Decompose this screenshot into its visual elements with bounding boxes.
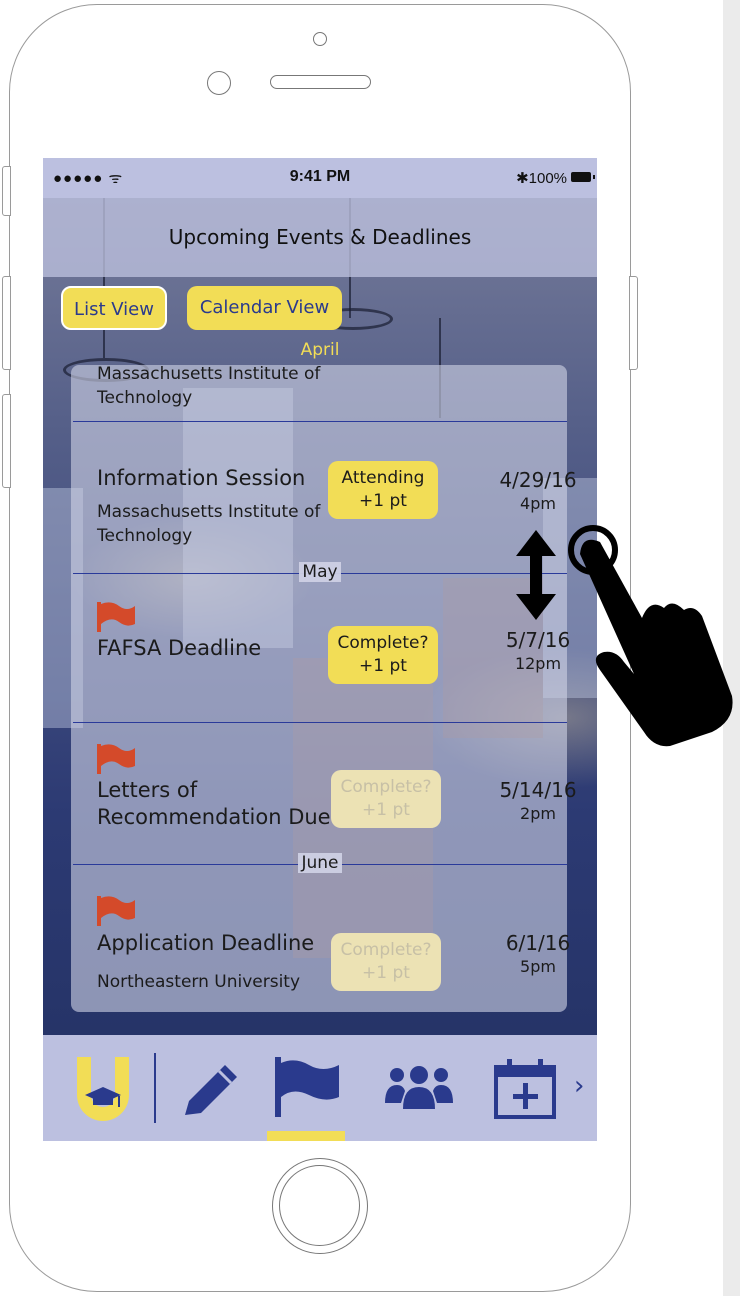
event-date: 6/1/16 5pm <box>505 931 571 976</box>
event-divider <box>73 421 567 422</box>
header-bar: Upcoming Events & Deadlines <box>43 198 597 277</box>
calendar-view-tab[interactable]: Calendar View <box>187 286 342 330</box>
page-edge <box>723 0 740 1296</box>
battery-icon <box>571 172 595 182</box>
flag-icon[interactable] <box>275 1057 343 1117</box>
month-label-june: June <box>298 853 342 873</box>
signal-indicator: ●●●●● ᯤ <box>53 170 124 187</box>
event-date: 4/29/16 4pm <box>499 468 577 513</box>
month-label-april: April <box>300 340 340 360</box>
event-university: Northeastern University <box>97 972 301 992</box>
active-tab-indicator <box>267 1131 345 1141</box>
event-title: Application Deadline <box>97 931 315 955</box>
home-button[interactable] <box>272 1158 368 1254</box>
earpiece-speaker <box>270 75 371 89</box>
mute-switch <box>2 166 11 216</box>
app-screen: ●●●●● ᯤ 9:41 PM ✱100% Upcoming Events & … <box>43 158 597 1141</box>
event-date: 5/7/16 12pm <box>505 628 571 673</box>
complete-button[interactable]: Complete? +1 pt <box>331 770 441 828</box>
flag-icon <box>97 896 135 926</box>
pencil-icon[interactable] <box>179 1061 241 1115</box>
nav-separator <box>154 1053 156 1123</box>
month-divider-may: May <box>73 562 567 582</box>
scroll-arrow-icon <box>516 530 556 620</box>
event-title: Letters of Recommendation Due <box>97 778 331 829</box>
flag-icon <box>97 602 135 632</box>
proximity-sensor <box>313 32 327 46</box>
complete-button[interactable]: Complete? +1 pt <box>328 626 438 684</box>
volume-up-button <box>2 276 11 370</box>
front-camera <box>207 71 231 95</box>
power-button <box>629 276 638 370</box>
complete-button[interactable]: Complete? +1 pt <box>331 933 441 991</box>
battery-percent: ✱100% <box>516 170 567 187</box>
event-university: Massachusetts Institute of Technology <box>97 502 321 546</box>
events-list-panel[interactable] <box>71 365 567 1012</box>
event-divider <box>73 722 567 723</box>
event-date: 5/14/16 2pm <box>499 778 577 823</box>
bottom-nav: › <box>43 1035 597 1141</box>
event-title: FAFSA Deadline <box>97 636 262 660</box>
list-view-tab[interactable]: List View <box>61 286 167 330</box>
month-divider-june: June <box>73 853 567 873</box>
nav-more-chevron-icon[interactable]: › <box>574 1071 585 1101</box>
touch-hand-icon <box>568 525 733 747</box>
event-university: Massachusetts Institute of Technology <box>97 364 321 408</box>
status-bar: ●●●●● ᯤ 9:41 PM ✱100% <box>43 158 597 198</box>
attending-button[interactable]: Attending +1 pt <box>328 461 438 519</box>
page-title: Upcoming Events & Deadlines <box>168 225 472 249</box>
group-icon[interactable] <box>385 1063 453 1111</box>
volume-down-button <box>2 394 11 488</box>
calendar-add-icon[interactable] <box>493 1057 557 1119</box>
logo-icon[interactable] <box>75 1055 131 1125</box>
flag-icon <box>97 744 135 774</box>
status-time: 9:41 PM <box>289 168 351 185</box>
event-title: Information Session <box>97 466 306 490</box>
month-label-may: May <box>299 562 341 582</box>
